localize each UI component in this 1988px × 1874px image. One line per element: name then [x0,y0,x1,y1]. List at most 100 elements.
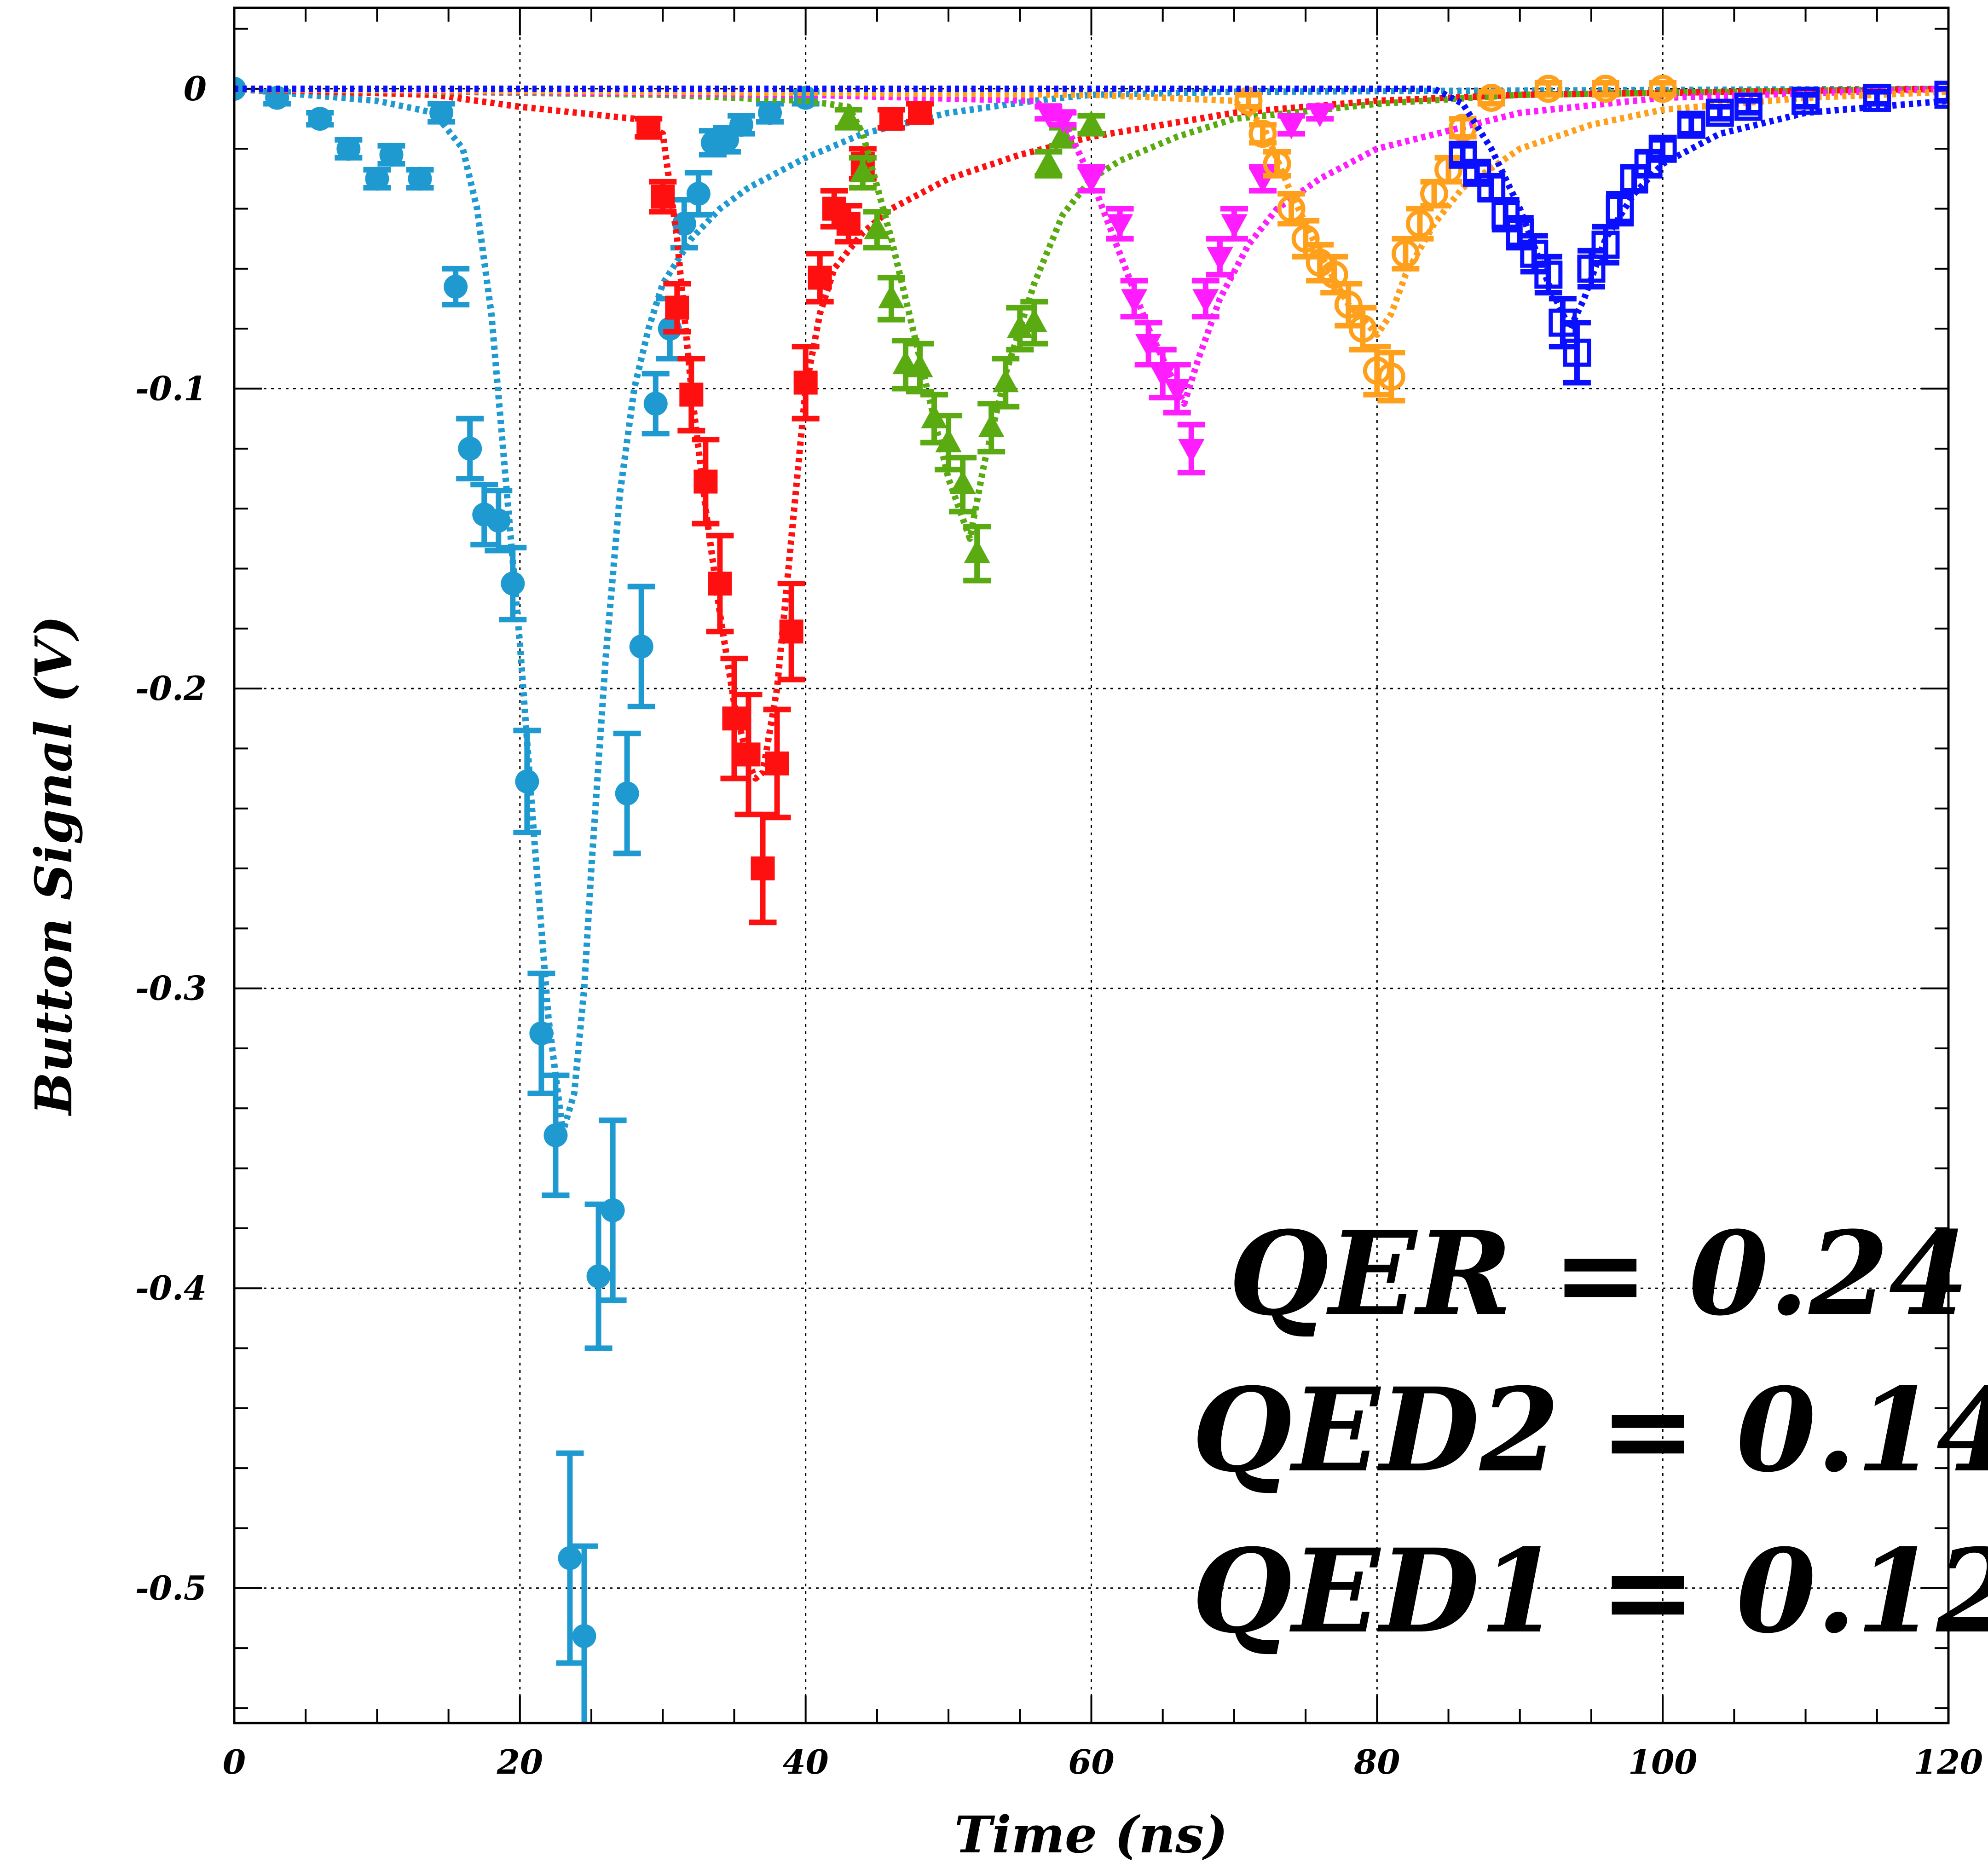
data-point [1221,214,1248,238]
x-tick-label: 100 [1628,1742,1697,1781]
data-point [665,295,689,320]
data-point [708,572,732,596]
fit-curve [234,85,1948,407]
axis-ticks [233,8,1949,1723]
data-point [736,742,761,767]
data-point [643,392,668,416]
data-point [1534,260,1563,289]
data-point [408,167,432,191]
data-point [1591,75,1620,103]
data-point [978,413,1005,438]
plot-frame [233,6,1950,1724]
data-point [1035,103,1062,127]
y-tick-label: -0.3 [135,969,207,1008]
series-2 [234,85,1948,925]
series-4 [234,85,1948,475]
data-point [949,470,976,494]
data-point [1491,201,1520,229]
data-point [1577,254,1606,283]
data-point [908,101,932,125]
data-point [835,104,862,128]
data-point [864,215,890,239]
data-point [686,181,711,206]
data-point [379,143,404,167]
x-axis-label: Time (ns) [954,1805,1228,1864]
data-point [850,158,876,183]
data-point [693,469,718,494]
data-point [1449,140,1477,169]
data-point [458,436,482,461]
data-point [808,266,832,290]
data-point [1620,164,1648,193]
data-point [1792,87,1820,115]
data-point [1648,75,1677,103]
data-point [1049,109,1076,133]
x-tick-label: 20 [497,1742,543,1781]
data-point [1463,158,1491,187]
data-point [365,167,389,191]
data-point [444,274,468,299]
data-point [1035,149,1062,174]
data-point [1934,81,1948,109]
data-point [1705,98,1734,127]
data-point [907,353,933,377]
data-point [1135,334,1162,358]
data-point [1106,214,1133,238]
data-point [1606,195,1634,223]
data-point [729,113,753,137]
data-point [1863,83,1891,112]
data-point [1078,169,1105,193]
data-point [651,185,675,209]
data-point [793,370,818,395]
data-point [1263,150,1291,178]
x-tick-label: 80 [1353,1742,1400,1781]
x-tick-label: 0 [223,1742,246,1781]
data-point [1477,83,1506,112]
data-point [836,212,861,236]
data-point [615,781,639,806]
data-point [501,572,525,596]
y-tick-label: -0.2 [135,669,207,708]
series-6 [234,81,1948,386]
data-point [1477,174,1506,202]
data-point [1506,219,1534,247]
data-point [429,101,454,125]
data-point [1278,115,1305,139]
data-point [1591,231,1620,259]
data-point [558,1546,582,1570]
data-point [1434,156,1463,184]
y-axis-label: Button Signal (V) [24,615,83,1116]
data-point [758,101,782,125]
annotation-qer: QER = 0.24 [1229,1206,1969,1341]
data-point [1207,247,1233,272]
grid-lines [234,8,1948,1723]
annotation-block: QER = 0.24 QED2 = 0.14 QED1 = 0.12 [1192,1206,1988,1659]
series-5 [234,75,1948,404]
y-tick-label: -0.1 [135,369,207,408]
data-point [1348,314,1377,343]
annotation-qed2: QED2 = 0.14 [1192,1362,1988,1498]
data-point [722,706,746,731]
tick-labels: 0 20 40 60 80 100 120 0 -0.1 -0.2 -0.3 -0.4 -0.5 [135,69,1983,1781]
series-layer [234,75,1948,1723]
data-point [1306,103,1333,127]
data-point [1121,289,1148,313]
series-3 [234,85,1948,584]
data-point [935,428,962,452]
data-point [679,382,704,407]
annotation-qed1: QED1 = 0.12 [1192,1523,1988,1659]
data-point [921,404,948,428]
data-point [308,107,332,131]
data-point [1634,150,1663,178]
data-point [1534,75,1563,103]
data-point [1248,120,1277,148]
data-point [529,1021,554,1046]
data-point [1563,338,1591,367]
y-tick-label: -0.4 [135,1268,207,1307]
data-point [1677,110,1705,139]
data-point [964,539,990,563]
data-point [751,856,775,881]
data-point [336,137,361,161]
data-point [1520,239,1549,268]
data-point [601,1198,625,1222]
